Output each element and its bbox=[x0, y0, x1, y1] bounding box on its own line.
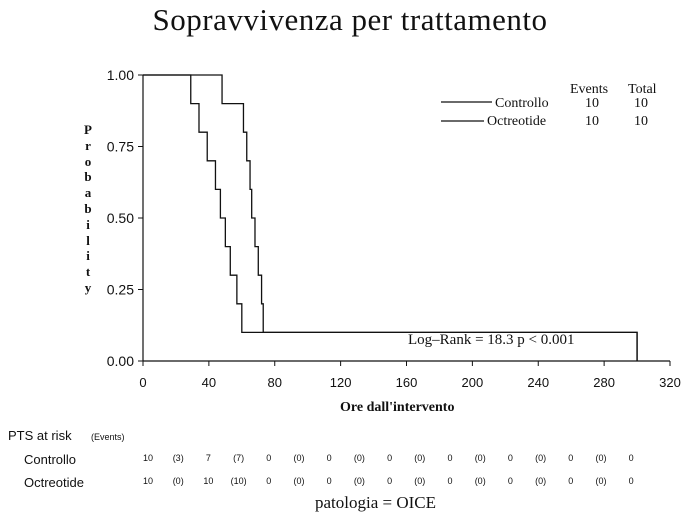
x-tick-label: 280 bbox=[593, 375, 615, 390]
legend-label-octreotide: Octreotide bbox=[487, 114, 547, 129]
risk-table-title: PTS at risk bbox=[8, 428, 72, 443]
risk-cell: (0) bbox=[172, 476, 184, 486]
y-tick-label: 0.75 bbox=[107, 139, 134, 155]
y-tick-label: 0.00 bbox=[107, 353, 134, 369]
x-axis-label: Ore dall'intervento bbox=[340, 400, 455, 415]
x-tick-label: 0 bbox=[139, 375, 146, 390]
risk-cell: (0) bbox=[535, 476, 547, 486]
risk-cell: 0 bbox=[326, 453, 332, 463]
x-tick-label: 80 bbox=[268, 375, 282, 390]
legend-total-controllo: 10 bbox=[634, 96, 648, 111]
risk-cell: 0 bbox=[568, 453, 574, 463]
series-line-octreotide bbox=[143, 74, 638, 361]
y-tick-label: 1.00 bbox=[107, 67, 134, 83]
risk-cell: 0 bbox=[628, 453, 634, 463]
risk-cell: 0 bbox=[568, 476, 574, 486]
risk-cell: 0 bbox=[447, 476, 453, 486]
risk-cell: (0) bbox=[595, 476, 607, 486]
x-tick-label: 320 bbox=[659, 375, 681, 390]
y-axis-label-char: l bbox=[86, 232, 90, 248]
axes: 0 40 80 120 160 200 240 280 320 0.00 0.25 0.50 0.75 1… bbox=[107, 67, 681, 390]
risk-cell: (10) bbox=[230, 476, 247, 486]
risk-cell: 0 bbox=[507, 476, 513, 486]
chart-title: Sopravvivenza per trattamento bbox=[152, 2, 548, 37]
legend-header-total: Total bbox=[628, 82, 657, 97]
x-tick-label: 40 bbox=[202, 375, 216, 390]
x-tick-label: 240 bbox=[527, 375, 549, 390]
x-tick-label: 160 bbox=[396, 375, 418, 390]
risk-cell: (0) bbox=[414, 453, 426, 463]
legend-events-octreotide: 10 bbox=[585, 114, 599, 129]
risk-cell: (0) bbox=[474, 453, 486, 463]
risk-cell: 0 bbox=[326, 476, 332, 486]
y-axis-label-char: o bbox=[84, 153, 92, 169]
risk-row-label-octreotide: Octreotide bbox=[24, 475, 84, 490]
risk-row-label-controllo: Controllo bbox=[24, 452, 77, 467]
risk-cell: 0 bbox=[507, 453, 513, 463]
legend-events-controllo: 10 bbox=[585, 96, 599, 111]
series-group bbox=[143, 74, 638, 361]
risk-cell: (0) bbox=[353, 453, 365, 463]
risk-cell: (0) bbox=[535, 453, 547, 463]
y-tick-label: 0.25 bbox=[107, 282, 134, 298]
legend-lines bbox=[441, 101, 492, 122]
footer-note: patologia = OICE bbox=[315, 493, 437, 512]
risk-cell: (0) bbox=[353, 476, 365, 486]
legend-total-octreotide: 10 bbox=[634, 114, 648, 129]
risk-cell: 0 bbox=[387, 453, 393, 463]
risk-cell: 10 bbox=[203, 476, 214, 486]
legend-label-controllo: Controllo bbox=[495, 96, 549, 111]
risk-cell: (3) bbox=[172, 453, 184, 463]
risk-cell: 7 bbox=[205, 453, 211, 463]
y-axis-label-char: P bbox=[84, 122, 92, 137]
y-axis-label-char: y bbox=[84, 279, 92, 295]
risk-cell: (0) bbox=[293, 453, 305, 463]
risk-cell: 10 bbox=[142, 476, 153, 486]
series-line-controllo bbox=[143, 74, 638, 361]
risk-cell: (0) bbox=[414, 476, 426, 486]
risk-cell: (0) bbox=[474, 476, 486, 486]
risk-cell: 0 bbox=[266, 453, 272, 463]
y-axis-label-char: i bbox=[86, 216, 90, 232]
x-tick-label: 120 bbox=[330, 375, 352, 390]
y-axis-label-char: a bbox=[84, 185, 92, 201]
y-axis-label-char: b bbox=[84, 169, 92, 185]
risk-cell: 10 bbox=[142, 453, 153, 463]
y-axis-label-char: r bbox=[85, 137, 91, 153]
y-tick-label: 0.50 bbox=[107, 210, 134, 226]
risk-cell: (0) bbox=[293, 476, 305, 486]
y-axis-label-char: t bbox=[85, 264, 91, 280]
logrank-annotation: Log–Rank = 18.3 p < 0.001 bbox=[408, 332, 575, 348]
y-axis-label-char: b bbox=[84, 200, 92, 216]
risk-cell: 0 bbox=[628, 476, 634, 486]
risk-cell: (7) bbox=[233, 453, 245, 463]
risk-table-events-label: (Events) bbox=[91, 432, 125, 442]
risk-cell: 0 bbox=[387, 476, 393, 486]
risk-cell: 0 bbox=[447, 453, 453, 463]
risk-cell: 0 bbox=[266, 476, 272, 486]
y-axis-label-char: i bbox=[86, 248, 90, 264]
legend-header-events: Events bbox=[570, 82, 609, 97]
x-tick-label: 200 bbox=[462, 375, 484, 390]
risk-cell: (0) bbox=[595, 453, 607, 463]
